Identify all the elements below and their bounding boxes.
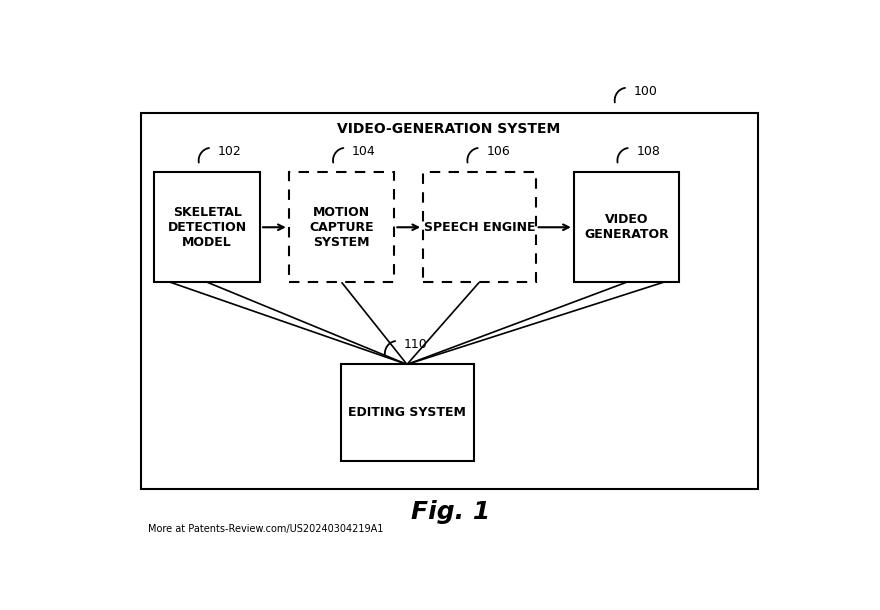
- Bar: [341, 364, 473, 461]
- Text: EDITING SYSTEM: EDITING SYSTEM: [348, 406, 466, 419]
- Text: 110: 110: [404, 338, 428, 351]
- Bar: [423, 172, 536, 282]
- Text: VIDEO-GENERATION SYSTEM: VIDEO-GENERATION SYSTEM: [337, 121, 561, 135]
- Text: SKELETAL
DETECTION
MODEL: SKELETAL DETECTION MODEL: [167, 206, 246, 248]
- Bar: [289, 172, 394, 282]
- Text: VIDEO
GENERATOR: VIDEO GENERATOR: [584, 213, 669, 241]
- Text: 104: 104: [352, 145, 376, 158]
- Text: 108: 108: [636, 145, 660, 158]
- Bar: [154, 172, 260, 282]
- Bar: [141, 113, 758, 489]
- Text: MOTION
CAPTURE
SYSTEM: MOTION CAPTURE SYSTEM: [309, 206, 374, 248]
- Text: 102: 102: [217, 145, 241, 158]
- Text: 100: 100: [634, 85, 657, 98]
- Text: Fig. 1: Fig. 1: [411, 500, 491, 525]
- Text: 106: 106: [487, 145, 510, 158]
- Text: More at Patents-Review.com/US20240304219A1: More at Patents-Review.com/US20240304219…: [148, 523, 383, 534]
- Text: SPEECH ENGINE: SPEECH ENGINE: [423, 221, 535, 234]
- Bar: [574, 172, 679, 282]
